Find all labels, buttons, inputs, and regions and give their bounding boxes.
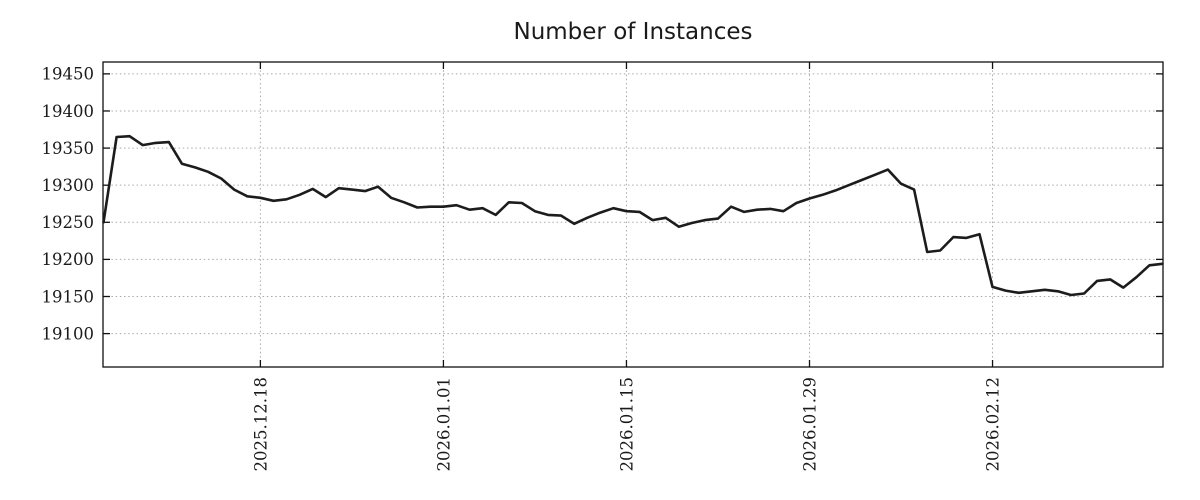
y-axis-tick-label: 19100 — [42, 324, 95, 343]
plot-frame — [102, 61, 1164, 368]
grid-layer — [103, 62, 1163, 367]
y-axis-tick-label: 19350 — [42, 139, 95, 158]
x-axis-tick-label: 2025.12.18 — [251, 377, 270, 471]
y-axis-tick-label: 19250 — [42, 213, 95, 232]
axis-layer: 19100 19150 19200 19250 19300 19350 19400 19450… — [42, 61, 1164, 471]
x-axis-tick-label: 2026.02.12 — [984, 377, 1003, 471]
y-axis-tick-label: 19400 — [42, 102, 95, 121]
x-axis-tick-label: 2026.01.29 — [801, 377, 820, 471]
instances-series-line — [102, 134, 1164, 297]
series-layer — [102, 134, 1164, 297]
x-axis-tick-label: 2026.01.15 — [617, 377, 636, 471]
x-axis-tick-label: 2026.01.01 — [434, 377, 453, 471]
y-axis-tick-label: 19200 — [42, 250, 95, 269]
chart-title: Number of Instances — [514, 19, 753, 45]
y-axis-tick-label: 19150 — [42, 287, 95, 306]
y-axis-tick-label: 19450 — [42, 65, 95, 84]
y-axis-tick-label: 19300 — [42, 176, 95, 195]
